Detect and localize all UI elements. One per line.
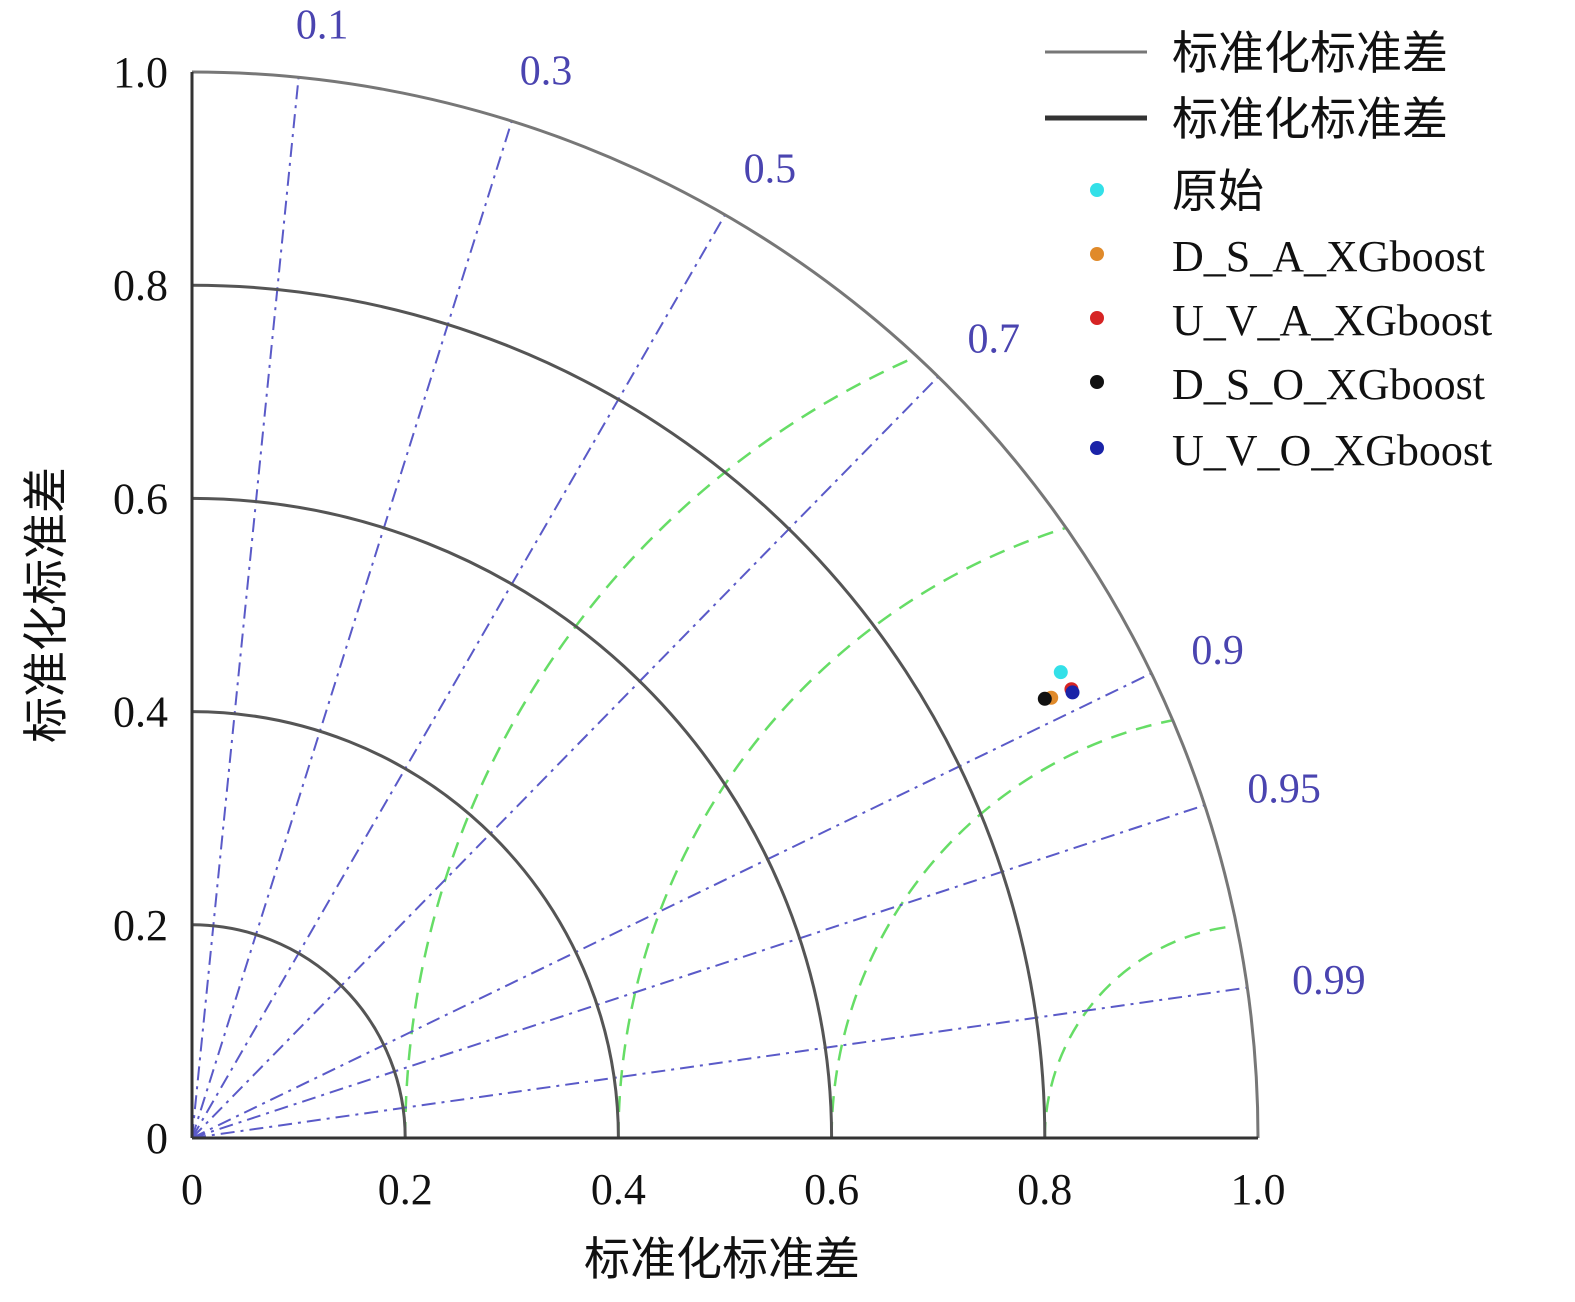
y-tick-label-1: 0.2 xyxy=(113,901,168,950)
legend-swatch-2 xyxy=(1090,183,1104,197)
correlation-label-5: 0.95 xyxy=(1247,766,1321,812)
rms-arc-0 xyxy=(1043,924,1237,1139)
correlation-line-2 xyxy=(191,214,726,1139)
point-4 xyxy=(1065,685,1080,700)
y-axis-label: 标准化标准差 xyxy=(19,467,73,743)
correlation-lines xyxy=(191,77,1248,1139)
x-tick-label-1: 0.2 xyxy=(378,1165,433,1214)
x-tick-label-4: 0.8 xyxy=(1017,1165,1072,1214)
legend-swatch-4 xyxy=(1090,311,1104,325)
point-0 xyxy=(1053,665,1068,680)
y-tick-label-5: 1.0 xyxy=(113,48,168,97)
std-arc-2 xyxy=(191,496,834,1139)
y-tick-label-3: 0.6 xyxy=(113,474,168,523)
std-arc-4 xyxy=(191,70,1260,1139)
tick-labels: 0 0.2 0.4 0.6 0.8 1.0 0 0.2 0.4 0.6 0.8 1.0 xyxy=(113,48,1286,1214)
correlation-label-3: 0.7 xyxy=(968,317,1021,363)
correlation-label-2: 0.5 xyxy=(744,147,797,193)
y-tick-label-2: 0.4 xyxy=(113,688,168,737)
rms-arc-2 xyxy=(617,526,1067,1139)
correlation-line-1 xyxy=(191,120,513,1139)
correlation-label-6: 0.99 xyxy=(1292,958,1366,1004)
correlation-line-5 xyxy=(191,804,1206,1139)
legend-label-5: D_S_O_XGboost xyxy=(1172,360,1485,409)
correlation-line-6 xyxy=(191,986,1248,1139)
rms-arc-1 xyxy=(830,718,1173,1139)
correlation-label-0: 0.1 xyxy=(296,2,349,48)
correlation-label-1: 0.3 xyxy=(520,48,573,94)
legend-label-6: U_V_O_XGboost xyxy=(1172,426,1492,475)
rms-arc-3 xyxy=(403,355,918,1139)
legend-swatch-5 xyxy=(1090,375,1104,389)
correlation-labels: 0.1 0.3 0.5 0.7 0.9 0.95 0.99 xyxy=(296,2,1366,1004)
data-points xyxy=(1037,665,1080,706)
correlation-label-4: 0.9 xyxy=(1191,628,1244,674)
x-tick-label-2: 0.4 xyxy=(591,1165,646,1214)
std-arcs xyxy=(191,70,1260,1139)
std-arc-3 xyxy=(191,283,1047,1139)
legend-swatch-3 xyxy=(1090,247,1104,261)
legend-label-4: U_V_A_XGboost xyxy=(1172,296,1492,345)
legend-label-2: 原始 xyxy=(1172,164,1264,218)
correlation-line-0 xyxy=(191,77,300,1139)
rms-arcs xyxy=(403,355,1237,1139)
y-tick-label-4: 0.8 xyxy=(113,261,168,310)
axes xyxy=(190,72,1258,1140)
std-arc-1 xyxy=(191,710,620,1139)
std-arc-0 xyxy=(191,923,407,1139)
x-tick-label-5: 1.0 xyxy=(1231,1165,1286,1214)
legend-label-0: 标准化标准差 xyxy=(1172,26,1448,80)
legend-label-1: 标准化标准差 xyxy=(1172,92,1448,146)
correlation-line-3 xyxy=(191,376,939,1139)
x-axis-label: 标准化标准差 xyxy=(584,1232,860,1286)
correlation-line-4 xyxy=(191,672,1152,1139)
legend-swatch-6 xyxy=(1090,441,1104,455)
point-3 xyxy=(1037,691,1052,706)
legend-label-3: D_S_A_XGboost xyxy=(1172,232,1485,281)
y-tick-label-0: 0 xyxy=(146,1114,168,1163)
x-tick-label-3: 0.6 xyxy=(804,1165,859,1214)
x-tick-label-0: 0 xyxy=(181,1165,203,1214)
